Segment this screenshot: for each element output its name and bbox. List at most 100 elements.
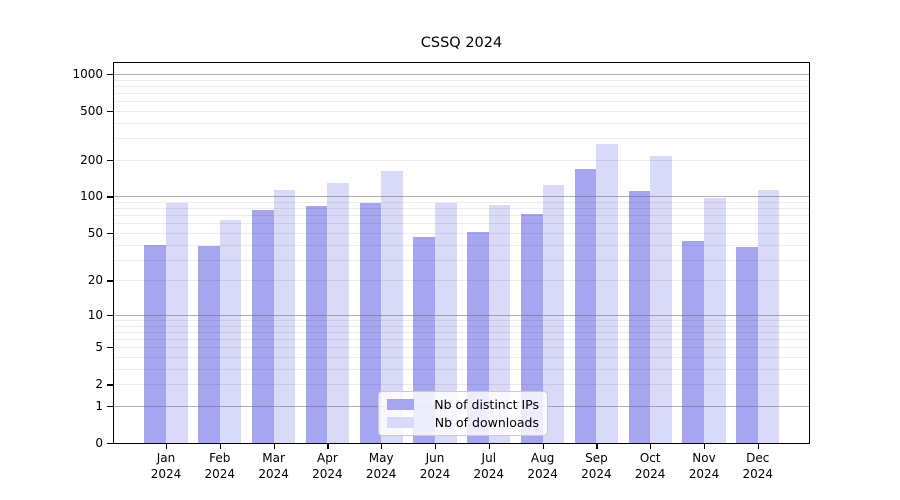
x-tick (704, 444, 706, 449)
x-tick (488, 444, 490, 449)
bars-layer (114, 63, 809, 443)
bar-downloads-jun (435, 203, 457, 443)
gridline-minor (114, 208, 809, 210)
x-tick-label: Oct 2024 (634, 451, 666, 481)
gridline-minor (114, 159, 809, 161)
bar-distinct-ips-aug (521, 213, 543, 443)
bar-downloads-dec (757, 190, 780, 443)
gridline-minor (114, 331, 809, 333)
gridline-major (114, 314, 809, 316)
x-tick (542, 444, 544, 449)
x-tick (757, 444, 759, 449)
bar-downloads-sep (596, 143, 618, 443)
gridline-minor (114, 339, 809, 341)
x-tick (166, 444, 168, 449)
bar-distinct-ips-may (359, 203, 382, 443)
y-tick-label: 1 (95, 398, 103, 413)
legend-swatch-distinct-ips-icon (387, 399, 414, 410)
bar-downloads-may (381, 171, 403, 443)
x-tick-label: May 2024 (365, 451, 397, 481)
x-tick-label: Sep 2024 (581, 451, 612, 481)
y-tick (107, 384, 113, 386)
gridline-minor (114, 223, 809, 225)
gridline-minor (114, 138, 809, 140)
gridline-minor (114, 368, 809, 370)
bar-downloads-oct (650, 155, 672, 443)
y-tick (107, 280, 113, 282)
bar-distinct-ips-feb (198, 245, 220, 443)
legend-label-distinct-ips: Nb of distinct IPs (434, 397, 539, 412)
chart-title: CSSQ 2024 (420, 35, 503, 51)
bar-downloads-jul (488, 205, 511, 443)
x-tick-label: Jan 2024 (150, 451, 182, 481)
gridline-minor (114, 259, 809, 261)
legend-swatch-downloads-icon (387, 417, 414, 428)
y-tick (107, 232, 113, 235)
y-tick (107, 443, 113, 445)
bar-distinct-ips-dec (736, 247, 758, 443)
x-tick-label: Jun 2024 (419, 451, 451, 481)
legend: Nb of distinct IPs Nb of downloads (378, 391, 548, 436)
gridline-minor (114, 384, 809, 386)
gridline-minor (114, 280, 809, 282)
bar-distinct-ips-apr (305, 205, 328, 443)
gridline-minor (114, 101, 809, 103)
y-tick-label: 100 (80, 189, 103, 204)
y-tick (107, 314, 113, 317)
y-tick (107, 347, 113, 349)
y-tick-label: 20 (87, 273, 103, 288)
y-tick (107, 405, 113, 408)
grid-layer (114, 63, 809, 443)
bar-distinct-ips-mar (252, 209, 274, 443)
x-tick (435, 444, 437, 449)
bar-downloads-feb (219, 220, 242, 443)
x-tick (381, 444, 383, 449)
x-tick (596, 444, 598, 449)
x-tick-label: Dec 2024 (742, 451, 774, 481)
y-tick-label: 200 (80, 152, 103, 167)
gridline-minor (114, 92, 809, 94)
y-tick (107, 196, 113, 198)
y-tick-label: 5 (95, 340, 103, 355)
bar-distinct-ips-jan (144, 244, 166, 443)
plot-area (113, 62, 810, 444)
x-tick-label: Aug 2024 (527, 451, 558, 481)
gridline-major (114, 73, 809, 75)
bar-distinct-ips-nov (682, 240, 704, 443)
gridline-minor (114, 347, 809, 349)
bar-downloads-aug (542, 184, 565, 443)
legend-label-downloads: Nb of downloads (434, 415, 539, 430)
bar-downloads-nov (704, 197, 726, 443)
gridline-minor (114, 202, 809, 204)
gridline-minor (114, 85, 809, 87)
bar-distinct-ips-sep (574, 168, 597, 443)
gridline-minor (114, 357, 809, 359)
gridline-minor (114, 232, 809, 234)
y-tick-label: 2 (95, 377, 103, 392)
bar-downloads-jan (166, 203, 188, 443)
gridline-minor (114, 215, 809, 217)
bar-downloads-mar (273, 190, 296, 443)
x-tick-label: Nov 2024 (688, 451, 720, 481)
x-tick (650, 444, 652, 449)
gridline-minor (114, 79, 809, 81)
plot-inner (114, 63, 809, 443)
bar-distinct-ips-jul (467, 231, 489, 443)
x-tick (327, 444, 329, 449)
gridline-major (114, 196, 809, 198)
gridline-minor (114, 320, 809, 321)
legend-item-downloads: Nb of downloads (387, 415, 539, 430)
legend-item-distinct-ips: Nb of distinct IPs (387, 397, 539, 412)
x-tick-label: Jul 2024 (473, 451, 505, 481)
x-tick (273, 444, 275, 449)
gridline-minor (114, 122, 809, 124)
y-tick-label: 0 (95, 436, 103, 450)
x-tick-label: Mar 2024 (258, 451, 289, 481)
x-tick-label: Feb 2024 (204, 451, 236, 481)
y-tick-label: 1000 (72, 66, 103, 81)
gridline-minor (114, 325, 809, 327)
y-tick (107, 110, 113, 113)
gridline-minor (114, 244, 809, 246)
bar-downloads-apr (327, 183, 349, 443)
y-tick (107, 159, 113, 161)
